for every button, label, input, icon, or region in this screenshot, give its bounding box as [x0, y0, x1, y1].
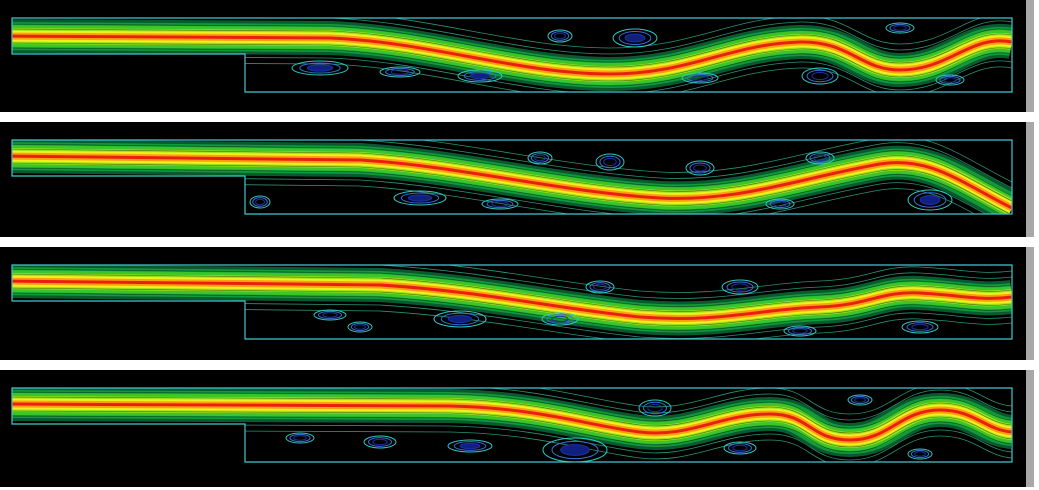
vortex-contour — [561, 445, 590, 456]
panel-edge — [1026, 122, 1034, 237]
flow-panel — [0, 0, 1034, 112]
flow-panel — [0, 247, 1034, 360]
vortex-contour — [307, 65, 332, 71]
vortex — [448, 440, 492, 452]
panel-edge — [1026, 247, 1034, 360]
vortex-contour — [448, 315, 471, 322]
vortex — [613, 29, 657, 47]
flow-panel — [0, 370, 1034, 487]
vortex — [908, 190, 952, 210]
vortex-contour — [408, 195, 431, 201]
flow-panel — [0, 122, 1034, 237]
vortex-contour — [460, 443, 480, 448]
vortex-contour — [625, 34, 645, 42]
flow-visualization — [0, 0, 1039, 490]
panel-edge — [1026, 0, 1034, 112]
vortex — [458, 70, 502, 82]
panel-edge — [1026, 370, 1034, 487]
vortex-contour — [470, 73, 490, 78]
vortex-contour — [920, 196, 940, 205]
